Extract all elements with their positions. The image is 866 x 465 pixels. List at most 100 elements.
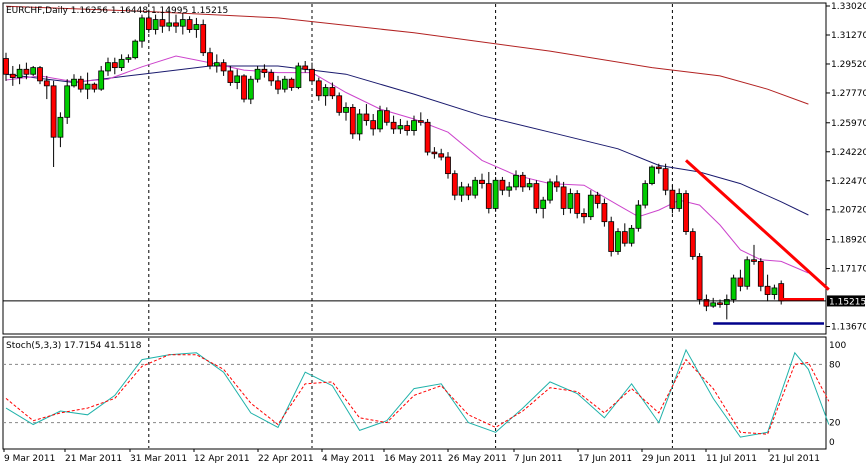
candle-100 [683,190,689,235]
candle-12 [84,72,91,100]
candle-11 [77,75,84,93]
x-tick-label-5: 4 May 2011 [322,454,375,464]
candle-59 [404,120,411,136]
candle-63 [431,147,438,159]
candle-104 [710,297,717,308]
candle-54 [370,114,377,136]
candle-19 [132,39,139,60]
candle-43 [295,62,302,90]
candle-75 [513,170,519,191]
candle-74 [506,181,513,197]
candle-16 [111,57,118,75]
candle-18 [125,54,132,63]
candle-86 [587,190,594,221]
y-tick-label-1: 1.31270 [831,31,866,41]
x-tick-label-0: 9 Mar 2011 [4,454,55,464]
y-tick-label-5: 1.24220 [831,148,866,158]
candle-40 [275,75,281,95]
y-tick-label-9: 1.17170 [831,265,866,275]
candle-112 [764,274,771,302]
candle-68 [465,183,472,201]
candle-7 [50,80,57,168]
candle-45 [309,62,315,85]
candle-82 [560,181,567,216]
candle-10 [71,74,77,88]
candle-76 [519,171,526,192]
x-tick-label-12: 21 Jul 2011 [769,454,820,464]
stoch-panel [2,336,827,450]
candle-23 [159,12,166,33]
candle-9 [64,79,71,124]
stoch-tick-label-3: 0 [829,438,835,448]
candle-27 [186,16,193,33]
stoch-tick-label-2: 20 [829,419,841,429]
stoch-lines [5,348,830,438]
candle-109 [744,256,751,290]
candle-94 [642,180,649,209]
x-tick-label-3: 12 Apr 2011 [194,454,250,464]
candle-102 [696,253,703,305]
candle-58 [397,118,404,134]
stoch-tick-label-1: 80 [829,360,841,370]
candle-53 [363,104,370,126]
candle-93 [635,200,642,232]
candle-44 [302,60,309,73]
candle-72 [492,176,499,212]
stoch-axis: 100 80 20 0 [829,341,846,448]
x-tick-label-7: 26 May 2011 [448,454,507,464]
candle-8 [57,112,64,148]
candle-25 [173,14,179,33]
price-panel [2,2,827,335]
candle-92 [628,224,635,247]
stoch-label: Stoch(5,3,3) 17.7154 41.5118 [6,341,142,351]
candle-88 [601,198,608,227]
candle-107 [730,274,737,303]
candle-89 [608,216,615,257]
y-tick-label-0: 1.33020 [831,2,866,12]
candle-61 [417,112,424,126]
y-tick-label-7: 1.20720 [831,206,866,216]
candle-24 [166,6,173,32]
candle-64 [438,148,445,161]
candle-60 [411,115,417,136]
candle-36 [247,75,254,105]
candle-41 [281,75,288,93]
y-tick-label-10: 1.13670 [831,323,866,333]
ma-mid-line [5,65,809,216]
candle-65 [445,152,451,179]
candle-33 [227,65,234,86]
x-tick-label-1: 21 Mar 2011 [65,454,122,464]
candle-14 [98,65,105,91]
candle-5 [37,65,43,85]
candle-52 [356,109,363,141]
x-tick-label-9: 17 Jun 2011 [578,454,632,464]
candle-38 [261,64,268,78]
x-tick-label-6: 16 May 2011 [384,454,443,464]
candle-50 [343,102,349,121]
candle-85 [581,208,587,224]
candle-103 [703,294,710,312]
candle-56 [383,107,390,126]
ma-fast-line [5,55,809,274]
candle-34 [234,69,241,90]
candle-113 [771,284,778,300]
candle-110 [751,244,757,265]
trendline [684,159,830,291]
candle-2 [16,64,23,85]
candle-77 [526,178,533,191]
candle-55 [377,105,383,133]
candle-66 [451,170,458,201]
candle-51 [349,104,356,139]
candle-4 [30,65,37,76]
candle-91 [621,223,628,247]
candle-28 [193,17,200,38]
candle-42 [288,77,295,91]
x-tick-label-2: 31 Mar 2011 [130,454,187,464]
vertical-separators [148,4,673,333]
candle-3 [23,62,30,80]
candle-6 [43,75,50,100]
current-price-tag-bg [827,295,865,307]
candle-87 [594,191,601,209]
stoch-vertical-separators [148,338,673,448]
